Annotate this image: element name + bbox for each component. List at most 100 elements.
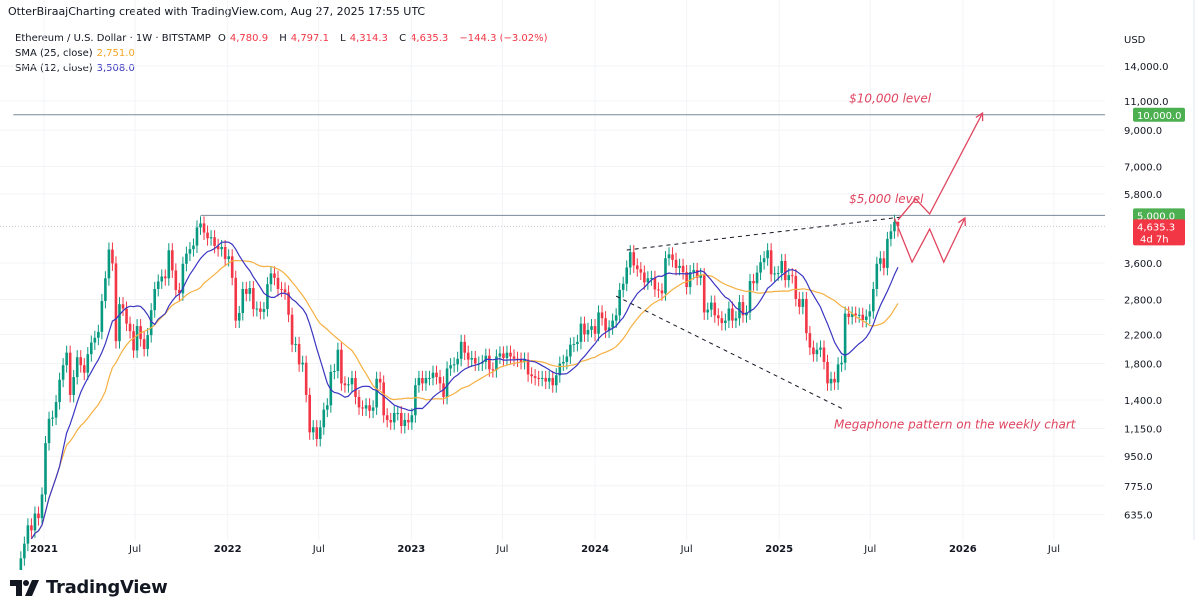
candle bbox=[734, 318, 738, 321]
high-value: 4,797.1 bbox=[290, 33, 329, 44]
candle bbox=[551, 377, 555, 386]
candle bbox=[318, 427, 322, 439]
candle bbox=[843, 313, 847, 363]
candle bbox=[262, 309, 266, 312]
time-axis[interactable]: 2021 Jul 2022 Jul 2023 Jul 2024 Jul 2025 Jul 2026 J… bbox=[30, 544, 1060, 555]
candle bbox=[512, 356, 516, 359]
candle bbox=[378, 378, 382, 383]
candle bbox=[290, 314, 294, 345]
candle bbox=[614, 315, 618, 321]
candle bbox=[104, 278, 107, 302]
candle bbox=[780, 261, 784, 274]
candle bbox=[833, 378, 836, 383]
candle bbox=[600, 312, 604, 319]
drawings: $10,000 level $5,000 level Megaphone patte… bbox=[615, 91, 1077, 432]
candle bbox=[294, 343, 297, 345]
candle bbox=[47, 418, 51, 444]
candle bbox=[100, 301, 104, 332]
candle bbox=[509, 352, 512, 357]
price-chart[interactable]: $10,000 level $5,000 level Megaphone patte… bbox=[0, 0, 1200, 570]
time-tick-label: Jul bbox=[680, 544, 693, 555]
candles bbox=[19, 214, 900, 570]
candle bbox=[558, 363, 562, 376]
candle bbox=[875, 263, 879, 289]
candle bbox=[216, 245, 220, 250]
candle bbox=[812, 347, 815, 355]
price-label-bg bbox=[1133, 107, 1185, 122]
candle bbox=[495, 356, 498, 371]
candle bbox=[163, 276, 167, 279]
candle bbox=[259, 308, 262, 312]
chart-credit: OtterBiraajCharting created with Trading… bbox=[8, 5, 426, 18]
candle bbox=[375, 378, 378, 408]
candle bbox=[625, 267, 629, 284]
candle bbox=[741, 302, 745, 316]
candle bbox=[822, 347, 826, 362]
candle bbox=[135, 326, 139, 351]
candle bbox=[181, 263, 185, 294]
candle bbox=[826, 361, 829, 384]
candle bbox=[868, 311, 872, 317]
candle bbox=[498, 353, 502, 357]
sma12-value: 3,508.0 bbox=[96, 63, 135, 74]
candle bbox=[171, 250, 174, 271]
candle bbox=[237, 313, 241, 321]
candle bbox=[90, 342, 93, 355]
grid bbox=[0, 0, 1105, 540]
price-tick-label: 9,000.0 bbox=[1124, 126, 1162, 137]
candle bbox=[132, 331, 135, 351]
candle bbox=[815, 349, 819, 355]
annotation-text: $10,000 level bbox=[849, 91, 932, 105]
candle bbox=[241, 288, 245, 314]
candle bbox=[829, 378, 833, 384]
tradingview-logo[interactable]: TradingView bbox=[10, 577, 168, 598]
candle bbox=[410, 415, 414, 423]
candle bbox=[554, 375, 558, 386]
candle bbox=[364, 405, 368, 409]
candle bbox=[847, 313, 850, 318]
candle bbox=[244, 288, 248, 294]
price-axis[interactable]: USD 14,000.0 11,000.0 9,000.0 7,000.0 5,800.… bbox=[1105, 0, 1200, 570]
time-tick-label: 2023 bbox=[397, 544, 425, 555]
time-tick-label: 2025 bbox=[765, 544, 793, 555]
candle bbox=[519, 359, 523, 362]
sma25-legend[interactable]: SMA (25, close) 2,751.0 bbox=[15, 46, 552, 61]
candle bbox=[68, 352, 72, 395]
level-lines bbox=[0, 114, 1105, 227]
candle bbox=[650, 277, 653, 279]
candle bbox=[706, 309, 710, 313]
candle bbox=[44, 443, 47, 495]
sma12-label: SMA (12, close) bbox=[15, 63, 93, 74]
candle bbox=[428, 377, 431, 379]
candle bbox=[643, 272, 646, 283]
open-label: O bbox=[218, 33, 226, 44]
candle bbox=[604, 318, 607, 331]
candle bbox=[54, 402, 58, 418]
candle bbox=[459, 341, 463, 359]
candle bbox=[51, 417, 54, 419]
candle bbox=[540, 377, 544, 379]
candle bbox=[255, 308, 259, 310]
candle bbox=[861, 314, 865, 321]
candle bbox=[431, 372, 435, 378]
candle bbox=[893, 221, 896, 232]
candle bbox=[526, 359, 530, 375]
candle bbox=[583, 323, 586, 335]
price-tick-label: 3,600.0 bbox=[1124, 259, 1162, 270]
candle bbox=[502, 353, 505, 359]
price-label-text: 10,000.0 bbox=[1137, 111, 1182, 122]
time-tick-label: Jul bbox=[128, 544, 141, 555]
candle bbox=[724, 320, 727, 324]
candle bbox=[97, 331, 100, 338]
candle bbox=[657, 289, 660, 291]
candle bbox=[664, 258, 667, 294]
price-label: 5,000.0 bbox=[1133, 208, 1185, 223]
candle bbox=[82, 365, 86, 373]
candle bbox=[681, 265, 685, 273]
candle bbox=[611, 320, 614, 328]
candle bbox=[107, 249, 111, 279]
symbol-legend[interactable]: Ethereum / U.S. Dollar · 1W · BITSTAMP O… bbox=[15, 31, 552, 46]
sma12-legend[interactable]: SMA (12, close) 3,508.0 bbox=[15, 61, 552, 76]
candle bbox=[882, 258, 886, 268]
logo-text: TradingView bbox=[46, 577, 168, 598]
